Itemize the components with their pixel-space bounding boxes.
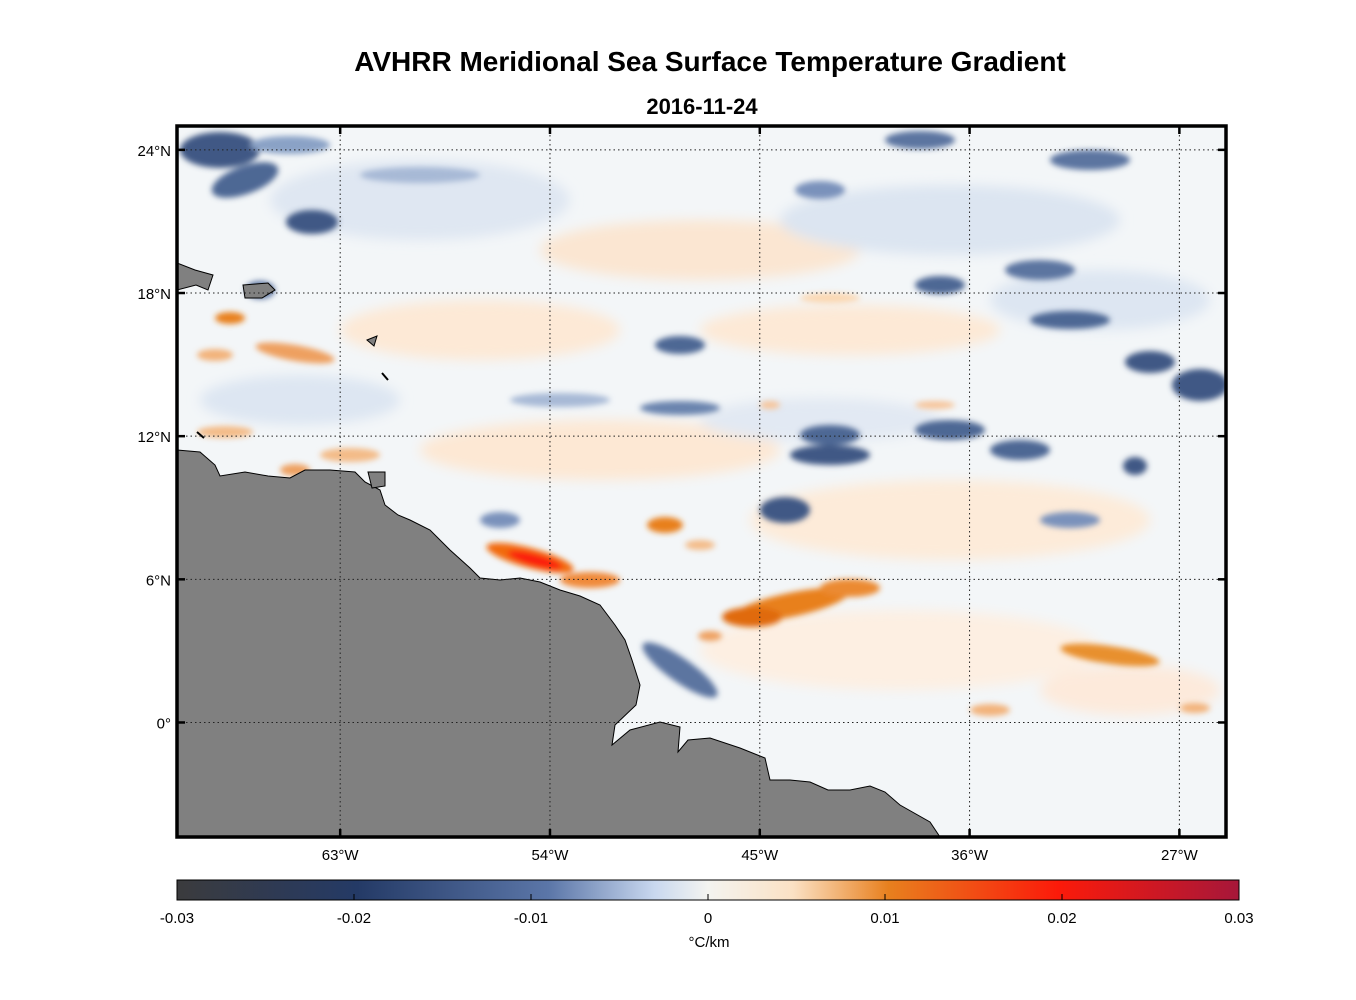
lon-tick-label: 63°W [322, 847, 360, 864]
island-landmass [367, 471, 386, 489]
colorbar-tick-label: 0.03 [1224, 910, 1253, 927]
map-border [175, 124, 1228, 839]
colorbar-tick-label: 0.02 [1047, 910, 1076, 927]
south-america-landmass [177, 449, 941, 837]
colorbar-tick-label: -0.03 [160, 910, 194, 927]
chart-subtitle: 2016-11-24 [646, 94, 758, 119]
island-landmass [366, 335, 378, 347]
lon-tick-label: 45°W [741, 847, 779, 864]
lon-tick-label: 27°W [1161, 847, 1199, 864]
longitude-tick-labels: 63°W 54°W 45°W 36°W 27°W [322, 847, 1199, 864]
lat-tick-label: 24°N [137, 143, 171, 160]
colorbar-tick-label: 0 [704, 910, 712, 927]
map-frame [175, 124, 1228, 839]
colorbar-unit-label: °C/km [688, 934, 730, 951]
island-landmass [381, 372, 389, 381]
colorbar-tick-label: 0.01 [870, 910, 899, 927]
latitude-tick-labels: 24°N 18°N 12°N 6°N 0° [137, 143, 171, 733]
colorbar-ticks: -0.03 -0.02 -0.01 0 0.01 0.02 0.03 [160, 894, 1254, 927]
lat-tick-label: 12°N [137, 429, 171, 446]
colorbar-tick-label: -0.02 [337, 910, 371, 927]
island-landmass [177, 262, 214, 291]
lat-tick-label: 0° [157, 715, 171, 732]
land-masses [177, 262, 941, 837]
gridlines [177, 126, 1226, 837]
lon-tick-label: 54°W [532, 847, 570, 864]
colorbar-tick-label: -0.01 [514, 910, 548, 927]
lat-tick-label: 6°N [146, 572, 171, 589]
island-landmass [196, 431, 205, 439]
lat-tick-label: 18°N [137, 286, 171, 303]
island-landmass [242, 282, 276, 299]
chart-title: AVHRR Meridional Sea Surface Temperature… [354, 46, 1066, 77]
lon-tick-label: 36°W [951, 847, 989, 864]
